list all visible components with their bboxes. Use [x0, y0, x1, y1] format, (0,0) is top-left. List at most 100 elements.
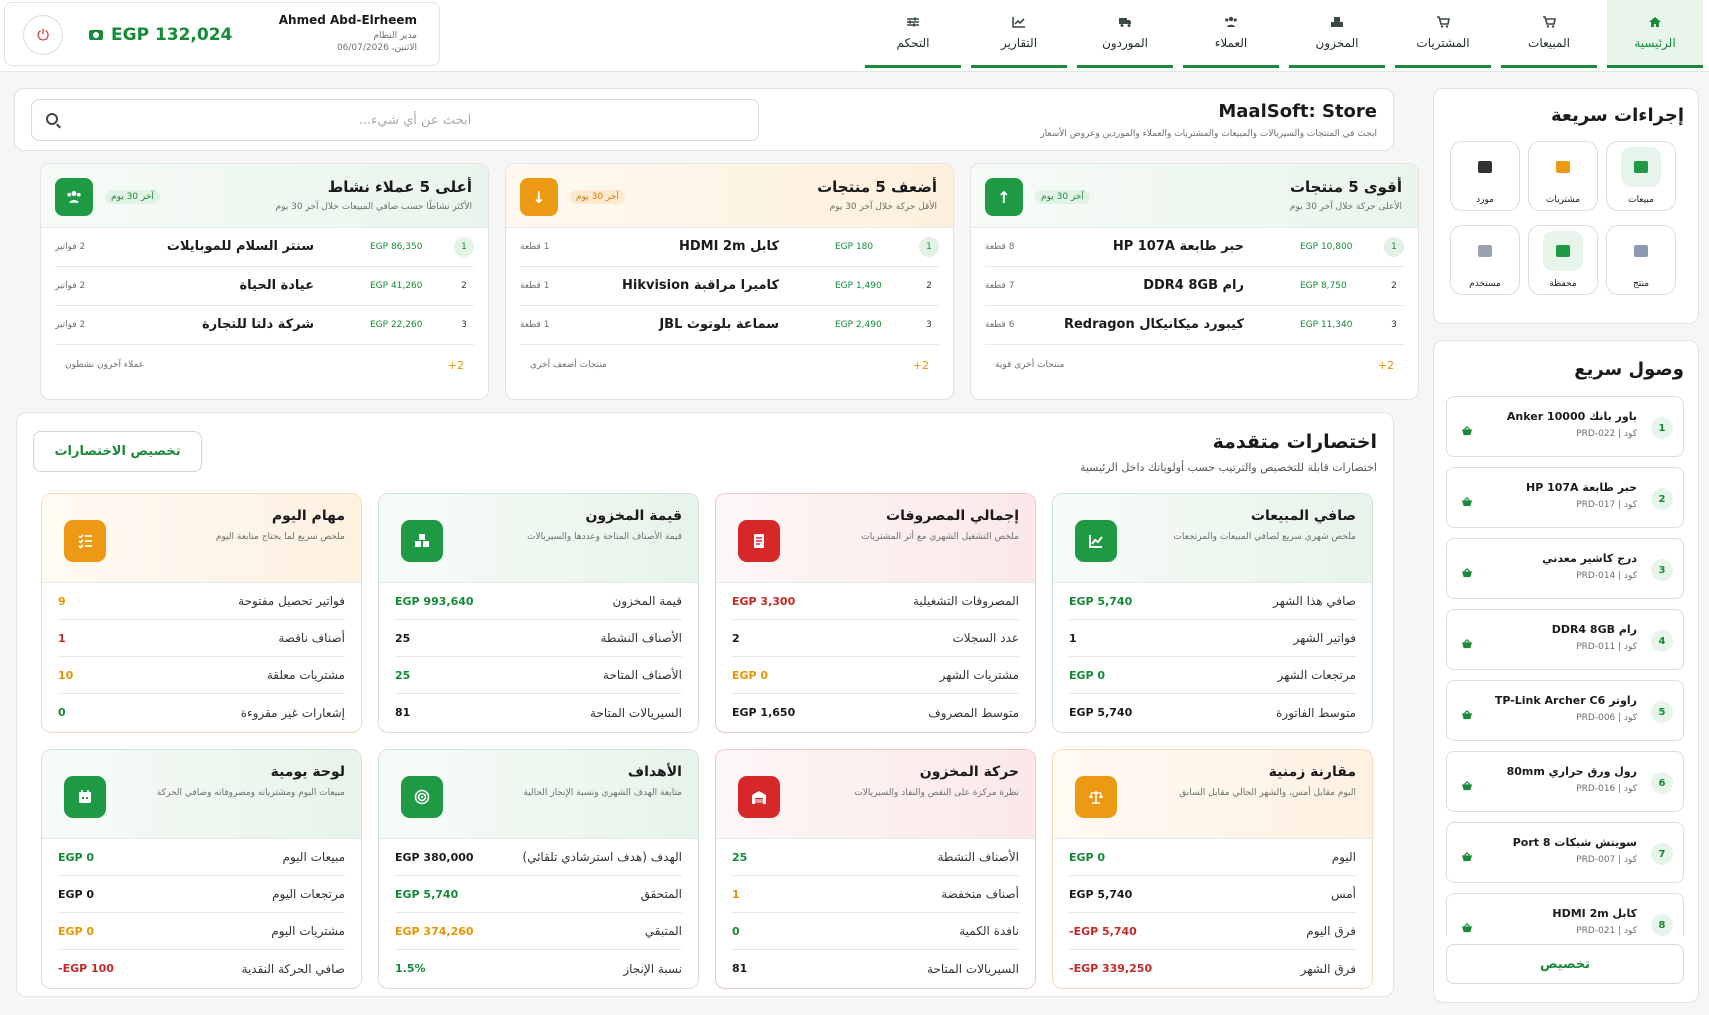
quick-action-4[interactable]: محفظة — [1528, 225, 1598, 295]
truck-icon — [1118, 16, 1132, 28]
basket-icon[interactable] — [1461, 847, 1473, 862]
user-name: Ahmed Abd-Elrheem — [278, 13, 417, 27]
quick-access-item[interactable]: 7 سويتش شبكات 8 Port كود | PRD-007 — [1446, 822, 1684, 883]
row-count: 8 قطعة — [985, 242, 1015, 252]
quick-action-3[interactable]: منتج — [1606, 225, 1676, 295]
row-value: EGP 0 — [1069, 850, 1106, 864]
customize-shortcuts-button[interactable]: تخصيص الاختصارات — [33, 431, 202, 472]
card-row: مرتجعات اليوم EGP 0 — [58, 876, 345, 913]
wallet-icon — [1543, 231, 1583, 271]
shortcut-card[interactable]: الأهداف متابعة الهدف الشهري ونسبة الإنجاز… — [378, 749, 699, 989]
power-icon[interactable]: ⏻ — [23, 15, 63, 55]
top5-row[interactable]: 3 EGP 22,260 شركة دلتا للتجارة 2 فواتير — [55, 306, 474, 345]
row-count: 1 قطعة — [520, 281, 550, 291]
rank-number: 2 — [461, 281, 467, 291]
row-label: متوسط الفاتورة — [1276, 705, 1356, 720]
card-row: فواتير الشهر 1 — [1069, 620, 1356, 657]
row-label: صافي هذا الشهر — [1272, 594, 1356, 608]
quick-access-item[interactable]: 8 كابل HDMI 2m كود | PRD-021 — [1446, 893, 1684, 936]
top5-footer[interactable]: +2 منتجات أخرى قوية — [971, 345, 1418, 385]
row-name: رام DDR4 8GB — [1143, 278, 1244, 293]
card-description: قيمة الأصناف المتاحة وعددها والسيريالات — [527, 532, 682, 542]
quick-access-item[interactable]: 2 حبر طابعة HP 107A كود | PRD-017 — [1446, 467, 1684, 528]
basket-icon[interactable] — [1461, 918, 1473, 933]
basket-icon[interactable] — [1461, 421, 1473, 436]
card-row: المتبقي EGP 374,260 — [395, 913, 682, 950]
quick-action-2[interactable]: مورد — [1450, 141, 1520, 211]
card-row: الأصناف النشطة 25 — [732, 839, 1019, 876]
row-count: 2 فواتير — [55, 242, 86, 252]
top5-row[interactable]: 3 EGP 11,340 كيبورد ميكانيكال Redragon 6 قط… — [985, 306, 1404, 345]
cart-icon — [1436, 15, 1450, 28]
top5-card: أضعف 5 منتجات الأقل حركة خلال آخر 30 يوم آ… — [505, 163, 954, 400]
shortcut-card[interactable]: لوحة يومية مبيعات اليوم ومشترياته ومصروفا… — [41, 749, 362, 989]
top5-row[interactable]: 1 EGP 86,350 سنتر السلام للموبايلات 2 فواتي… — [55, 228, 474, 267]
card-row: المصروفات التشغيلية EGP 3,300 — [732, 583, 1019, 620]
row-label: مرتجعات الشهر — [1277, 668, 1356, 682]
quick-access-item[interactable]: 3 درج كاشير معدني كود | PRD-014 — [1446, 538, 1684, 599]
top5-row[interactable]: 2 EGP 1,490 كاميرا مراقبة Hikvision 1 قطعة — [520, 267, 939, 306]
top5-footer[interactable]: +2 عملاء آخرون نشطون — [41, 345, 488, 385]
row-label: مبيعات اليوم — [282, 850, 345, 864]
shortcut-card[interactable]: مقارنة زمنية اليوم مقابل أمس، والشهر الحا… — [1052, 749, 1373, 989]
shortcut-card[interactable]: صافي المبيعات ملخص شهري سريع لصافي المبيع… — [1052, 493, 1373, 733]
tab-5[interactable]: الموردون — [1077, 0, 1173, 68]
basket-icon[interactable] — [1461, 776, 1473, 791]
quick-access-item[interactable]: 4 رام DDR4 8GB كود | PRD-011 — [1446, 609, 1684, 670]
tab-4[interactable]: العملاء — [1183, 0, 1279, 68]
quick-access-item[interactable]: 5 راوتر TP-Link Archer C6 كود | PRD-006 — [1446, 680, 1684, 741]
row-count: 2 فواتير — [55, 320, 86, 330]
basket-icon[interactable] — [1461, 634, 1473, 649]
search-input[interactable]: ابحث عن أي شيء... — [31, 99, 759, 141]
tab-7[interactable]: التحكم — [865, 0, 961, 68]
row-label: الأصناف المتاحة — [603, 668, 682, 682]
tab-6[interactable]: التقارير — [971, 0, 1067, 68]
shortcut-card[interactable]: قيمة المخزون قيمة الأصناف المتاحة وعددها … — [378, 493, 699, 733]
row-label: متوسط المصروف — [928, 705, 1019, 720]
row-count: 1 قطعة — [520, 242, 550, 252]
top5-row[interactable]: 2 EGP 8,750 رام DDR4 8GB 7 قطعة — [985, 267, 1404, 306]
basket-icon[interactable] — [1461, 492, 1473, 507]
card-rows: قيمة المخزون EGP 993,640 الأصناف النشطة 25 ا… — [379, 583, 698, 731]
row-value: 81 — [732, 962, 748, 975]
shortcut-card[interactable]: إجمالي المصروفات ملخص التشغيل الشهري مع أ… — [715, 493, 1036, 733]
warehouse-icon — [738, 776, 780, 818]
shortcut-card[interactable]: مهام اليوم ملخص سريع لما يحتاج متابعة الي… — [41, 493, 362, 733]
row-amount: EGP 22,260 — [370, 320, 423, 330]
row-name: سماعة بلوتوث JBL — [659, 317, 779, 332]
quick-action-1[interactable]: مشتريات — [1528, 141, 1598, 211]
card-row: مشتريات الشهر EGP 0 — [732, 657, 1019, 694]
row-value: 1.5% — [395, 962, 426, 975]
basket-icon[interactable] — [1461, 563, 1473, 578]
more-count: +2 — [912, 358, 929, 372]
basket-icon[interactable] — [1461, 705, 1473, 720]
card-header: إجمالي المصروفات ملخص التشغيل الشهري مع أ… — [716, 494, 1035, 583]
quick-access-item[interactable]: 6 رول ورق حراري 80mm كود | PRD-016 — [1446, 751, 1684, 812]
top5-row[interactable]: 3 EGP 2,490 سماعة بلوتوث JBL 1 قطعة — [520, 306, 939, 345]
period-badge: آخر 30 يوم — [1035, 190, 1090, 204]
scale-icon — [1075, 776, 1117, 818]
top5-footer[interactable]: +2 منتجات أضعف أخرى — [506, 345, 953, 385]
search-panel: MaalSoft: Store ابحث في المنتجات والسيري… — [14, 88, 1394, 151]
quick-action-label: منتج — [1632, 279, 1650, 289]
tab-2[interactable]: المشتريات — [1395, 0, 1491, 68]
top5-row[interactable]: 2 EGP 41,260 عيادة الحياة 2 فواتير — [55, 267, 474, 306]
period-badge: آخر 30 يوم — [105, 190, 160, 204]
quick-action-5[interactable]: مستخدم — [1450, 225, 1520, 295]
card-title: حركة المخزون — [919, 764, 1019, 780]
top5-header: أضعف 5 منتجات الأقل حركة خلال آخر 30 يوم آ… — [506, 164, 953, 228]
search-icon[interactable] — [46, 113, 58, 125]
card-header: حركة المخزون نظرة مركزة على النقص والنفاد… — [716, 750, 1035, 839]
tab-3[interactable]: المخزون — [1289, 0, 1385, 68]
quick-action-0[interactable]: مبيعات — [1606, 141, 1676, 211]
quick-access-item[interactable]: 1 باور بانك Anker 10000 كود | PRD-022 — [1446, 396, 1684, 457]
row-label: فرق اليوم — [1306, 924, 1356, 938]
card-rows: فواتير تحصيل مفتوحة 9 أصناف ناقصة 1 مشتريات … — [42, 583, 361, 731]
shortcut-card[interactable]: حركة المخزون نظرة مركزة على النقص والنفاد… — [715, 749, 1036, 989]
top5-row[interactable]: 1 EGP 180 كابل HDMI 2m 1 قطعة — [520, 228, 939, 267]
top5-row[interactable]: 1 EGP 10,800 حبر طابعة HP 107A 8 قطعة — [985, 228, 1404, 267]
card-row: نسبة الإنجاز 1.5% — [395, 950, 682, 987]
quick-access-customize-button[interactable]: تخصيص — [1446, 944, 1684, 984]
tab-1[interactable]: المبيعات — [1501, 0, 1597, 68]
tab-0[interactable]: الرئيسية — [1607, 0, 1703, 68]
